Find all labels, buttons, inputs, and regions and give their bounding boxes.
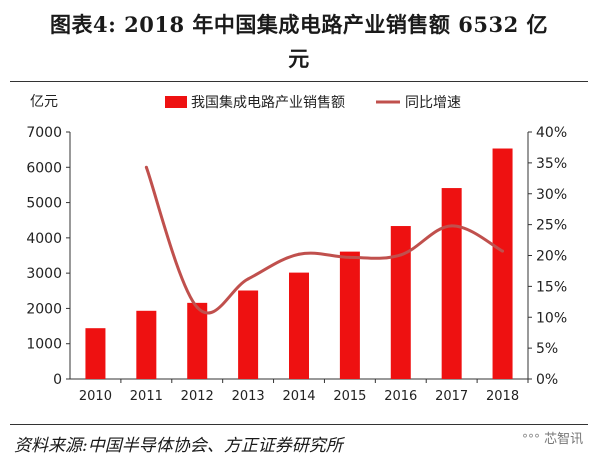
right-tick-label: 20% [536,249,567,265]
title-line-1: 图表4: 2018 年中国集成电路产业销售额 6532 亿 [49,12,548,37]
bar [187,302,208,379]
bar [289,272,309,379]
right-tick-label: 35% [536,156,567,172]
x-tick-label: 2015 [333,389,366,404]
growth-point [297,252,301,256]
right-tick-label: 5% [536,341,558,357]
bar [238,290,259,379]
x-tick-label: 2011 [130,389,163,404]
right-tick-label: 40% [536,125,567,141]
bar [339,251,360,379]
chart-title: 图表4: 2018 年中国集成电路产业销售额 6532 亿 元 [0,8,598,76]
x-tick-label: 2017 [435,389,468,404]
growth-point [399,253,403,257]
watermark: °°° 芯智讯 [522,428,583,447]
right-tick-label: 10% [536,310,567,326]
right-tick-label: 25% [536,218,567,234]
x-tick-label: 2018 [486,389,519,404]
growth-line [144,166,504,315]
left-tick-label: 0 [53,372,62,388]
title-line-2: 元 [288,46,310,71]
source-divider [10,424,588,425]
left-tick-label: 5000 [26,196,62,212]
right-tick-label: 15% [536,279,567,295]
left-axis-unit: 亿元 [30,94,58,110]
left-tick-label: 7000 [26,125,62,141]
legend-swatch-sales [165,96,187,108]
right-tick-label: 0% [536,372,558,388]
x-tick-label: 2010 [79,389,112,404]
legend-label-sales: 我国集成电路产业销售额 [191,94,345,111]
growth-point [501,249,505,253]
x-tick-label: 2016 [384,389,417,404]
watermark-text: 芯智讯 [544,432,584,447]
bar [492,148,513,379]
bar [390,226,411,379]
x-tick-label: 2013 [232,389,265,404]
title-divider [10,81,588,82]
growth-point [450,224,454,228]
left-tick-label: 2000 [26,301,62,317]
x-tick-label: 2014 [282,389,315,404]
source-note: 资料来源:中国半导体协会、方正证券研究所 [14,436,343,456]
bar [441,188,462,379]
growth-point [348,255,352,259]
watermark-icon: °°° [522,432,540,446]
left-tick-label: 6000 [26,160,62,176]
bar [85,328,106,379]
growth-point [195,305,199,309]
x-tick-label: 2012 [181,389,214,404]
growth-point [144,165,148,169]
left-tick-label: 4000 [26,231,62,247]
left-tick-label: 1000 [26,337,62,353]
bar [136,310,157,379]
legend-label-growth: 同比增速 [405,95,461,111]
growth-point [246,277,250,281]
right-tick-label: 30% [536,187,567,203]
left-tick-label: 3000 [26,266,62,282]
